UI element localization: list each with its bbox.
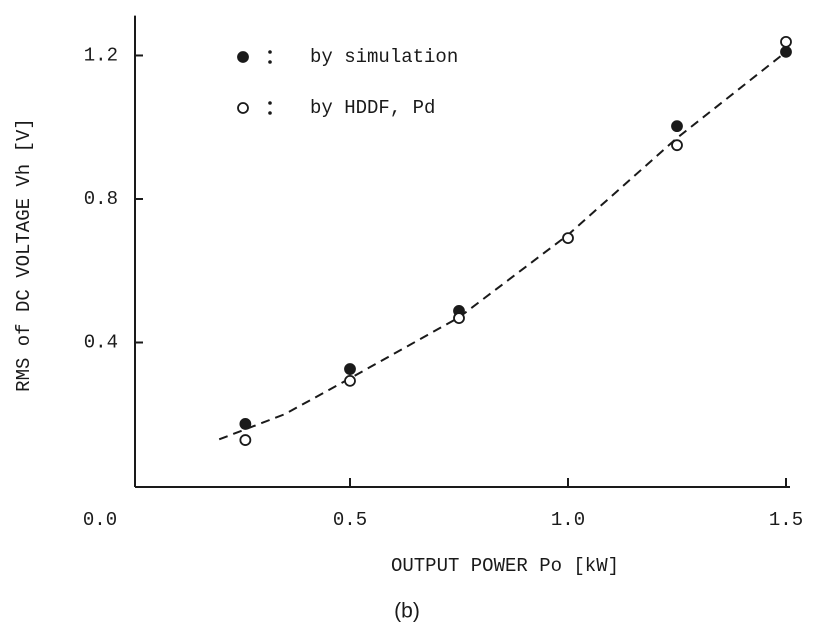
y-axis-label: RMS of DC VOLTAGE Vh [V] xyxy=(13,118,35,392)
point xyxy=(671,139,683,152)
legend-label: by simulation xyxy=(310,46,458,68)
legend-marker xyxy=(237,102,249,114)
y-tick-label: 0.4 xyxy=(84,332,118,354)
legend-marker xyxy=(237,51,249,63)
point xyxy=(239,418,252,430)
point xyxy=(344,374,356,387)
x-tick-label: 0.0 xyxy=(83,509,117,531)
point xyxy=(239,434,252,446)
point xyxy=(780,35,792,48)
y-tick-label: 0.8 xyxy=(84,188,118,210)
x-tick-label: 0.5 xyxy=(333,509,367,531)
legend-colon xyxy=(268,60,272,64)
legend-label: by HDDF, Pd xyxy=(310,97,435,119)
x-tick-label: 1.0 xyxy=(551,509,585,531)
point xyxy=(453,312,465,324)
point xyxy=(562,232,574,244)
y-tick-label: 1.2 xyxy=(84,44,118,66)
x-axis-label: OUTPUT POWER Po [kW] xyxy=(391,555,619,577)
x-tick-label: 1.5 xyxy=(769,509,803,531)
point xyxy=(671,120,683,133)
legend-colon xyxy=(268,111,272,115)
caption: (b) xyxy=(394,600,420,623)
legend-colon xyxy=(268,101,272,105)
point xyxy=(344,363,356,375)
legend-colon xyxy=(268,50,272,54)
point xyxy=(780,45,792,58)
fit-line xyxy=(218,51,787,441)
